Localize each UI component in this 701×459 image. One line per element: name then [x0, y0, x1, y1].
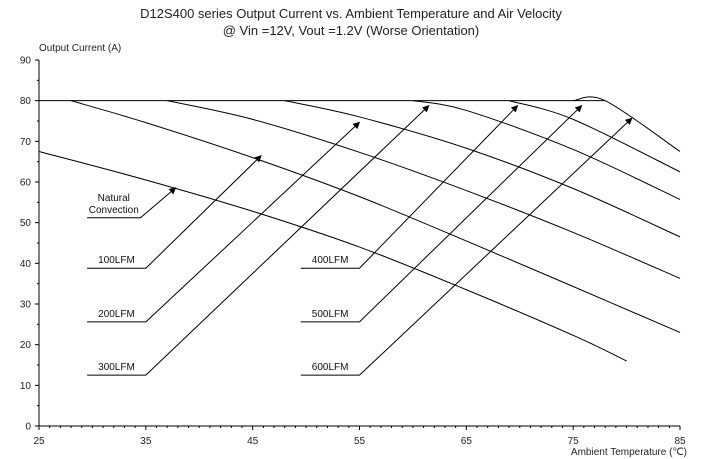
y-tick-label: 70 [20, 137, 32, 148]
x-tick-label: 85 [674, 436, 686, 447]
series-line-400lfm [412, 100, 681, 200]
series-line-500lfm [508, 100, 681, 173]
series-line-200lfm [167, 100, 681, 279]
x-tick-label: 75 [568, 436, 580, 447]
y-tick-label: 10 [20, 381, 32, 392]
x-tick-label: 25 [33, 436, 45, 447]
annotation-arrow-400lfm [300, 105, 519, 269]
y-axis-title: Output Current (A) [39, 43, 121, 54]
annotation-label-400lfm: 400LFM [312, 255, 349, 266]
series-line-natural-convection [38, 151, 627, 362]
y-tick-label: 50 [20, 218, 32, 229]
y-tick-label: 20 [20, 340, 32, 351]
x-tick-label: 45 [247, 436, 259, 447]
annotation-arrow-500lfm [300, 105, 583, 323]
x-tick-label: 65 [461, 436, 473, 447]
x-axis-title: Ambient Temperature (℃) [571, 447, 687, 458]
annotation-arrow-300lfm [87, 105, 430, 376]
x-tick-label: 35 [140, 436, 152, 447]
annotation-label-natural-convection: Natural [98, 193, 130, 204]
y-tick-label: 30 [20, 300, 32, 311]
series-line-100lfm [70, 100, 681, 333]
annotation-label-600lfm: 600LFM [312, 362, 349, 373]
y-tick-label: 90 [20, 56, 32, 67]
annotation-label-100lfm: 100LFM [98, 255, 135, 266]
y-tick-label: 40 [20, 259, 32, 270]
series-line-600lfm [573, 96, 681, 152]
chart-subtitle: @ Vin =12V, Vout =1.2V (Worse Orientatio… [223, 23, 480, 38]
y-tick-label: 80 [20, 96, 32, 107]
annotation-label-200lfm: 200LFM [98, 309, 135, 320]
annotation-arrow-100lfm [87, 155, 262, 269]
annotation-arrow-600lfm [300, 117, 633, 376]
x-tick-label: 55 [354, 436, 366, 447]
annotation-arrow-natural-convection [87, 187, 177, 219]
series-line-300lfm [284, 100, 681, 238]
y-tick-label: 0 [25, 422, 31, 433]
series-layer [38, 96, 681, 362]
annotation-label-300lfm: 300LFM [98, 362, 135, 373]
y-tick-label: 60 [20, 178, 32, 189]
axes: 0 10 20 30 40 50 60 70 80 90 25 35 45 55 65 75 85 [20, 56, 686, 448]
annotation-arrow-200lfm [87, 121, 361, 323]
annotation-label-natural-convection: Convection [89, 205, 139, 216]
annotation-label-500lfm: 500LFM [312, 309, 349, 320]
chart-title: D12S400 series Output Current vs. Ambien… [140, 6, 562, 21]
